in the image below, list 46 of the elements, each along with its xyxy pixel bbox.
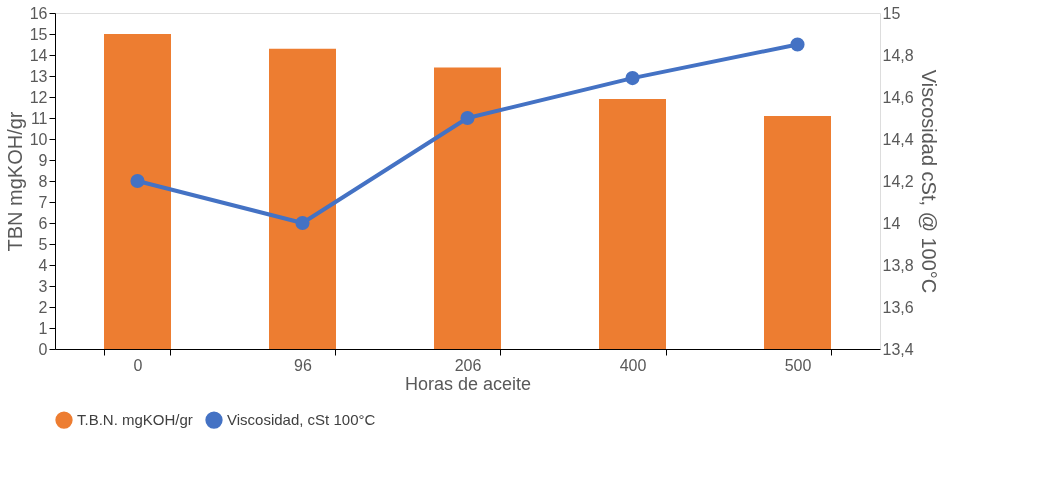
x-tick-label: 206 — [454, 356, 482, 374]
y-tick-label: 10 — [29, 130, 48, 148]
y-tick-label: 16 — [29, 4, 48, 22]
y2-tick-label: 14,4 — [882, 130, 914, 148]
legend-label: T.B.N. mgKOH/gr — [77, 411, 193, 429]
point — [295, 215, 310, 231]
y-tick-label: 14 — [29, 46, 48, 64]
bar — [599, 99, 666, 349]
y-tick-label: 8 — [38, 172, 48, 190]
y2-tick-label: 14,8 — [882, 46, 914, 64]
y-tick-label: 7 — [38, 193, 48, 211]
y-tick-label: 1 — [38, 319, 48, 337]
y-tick-label: 11 — [30, 109, 48, 127]
bar — [104, 34, 171, 349]
point — [625, 71, 640, 86]
legend-label: Viscosidad, cSt 100°C — [227, 411, 376, 429]
y-tick-label: 5 — [38, 235, 48, 253]
x-tick-label: 500 — [784, 356, 812, 374]
point — [790, 37, 805, 52]
y-tick-label: 4 — [38, 256, 48, 274]
y2-tick-label: 14,6 — [882, 88, 914, 106]
y-tick-label: 0 — [38, 340, 48, 358]
y2-tick-label: 13,8 — [882, 256, 914, 274]
bar — [434, 67, 501, 349]
y2-tick-label: 13,4 — [882, 340, 914, 358]
y-tick-label: 12 — [29, 88, 48, 106]
bar — [269, 48, 336, 349]
x-axis-title: Horas de aceite — [404, 373, 532, 394]
y-tick-label: 9 — [38, 151, 48, 169]
y-tick-label: 6 — [38, 214, 48, 232]
point — [460, 110, 475, 126]
x-tick-label: 0 — [133, 356, 143, 374]
y2-tick-label: 14 — [882, 214, 901, 232]
y2-tick-label: 14,2 — [882, 172, 914, 190]
y-tick-label: 13 — [29, 67, 48, 85]
y-tick-label: 15 — [29, 25, 48, 43]
x-tick-label: 400 — [619, 356, 647, 374]
y2-tick-label: 15 — [882, 4, 901, 22]
y-tick-label: 3 — [38, 277, 48, 295]
y2-tick-label: 13,6 — [882, 298, 914, 316]
y-axis-title: TBN mgKOH/gr — [3, 111, 26, 252]
x-tick-label: 96 — [294, 356, 312, 374]
y-tick-label: 2 — [38, 298, 48, 316]
point — [130, 173, 145, 189]
bar — [764, 115, 831, 349]
y2-axis-title: Viscosidad cSt, @ 100°C — [917, 69, 940, 294]
